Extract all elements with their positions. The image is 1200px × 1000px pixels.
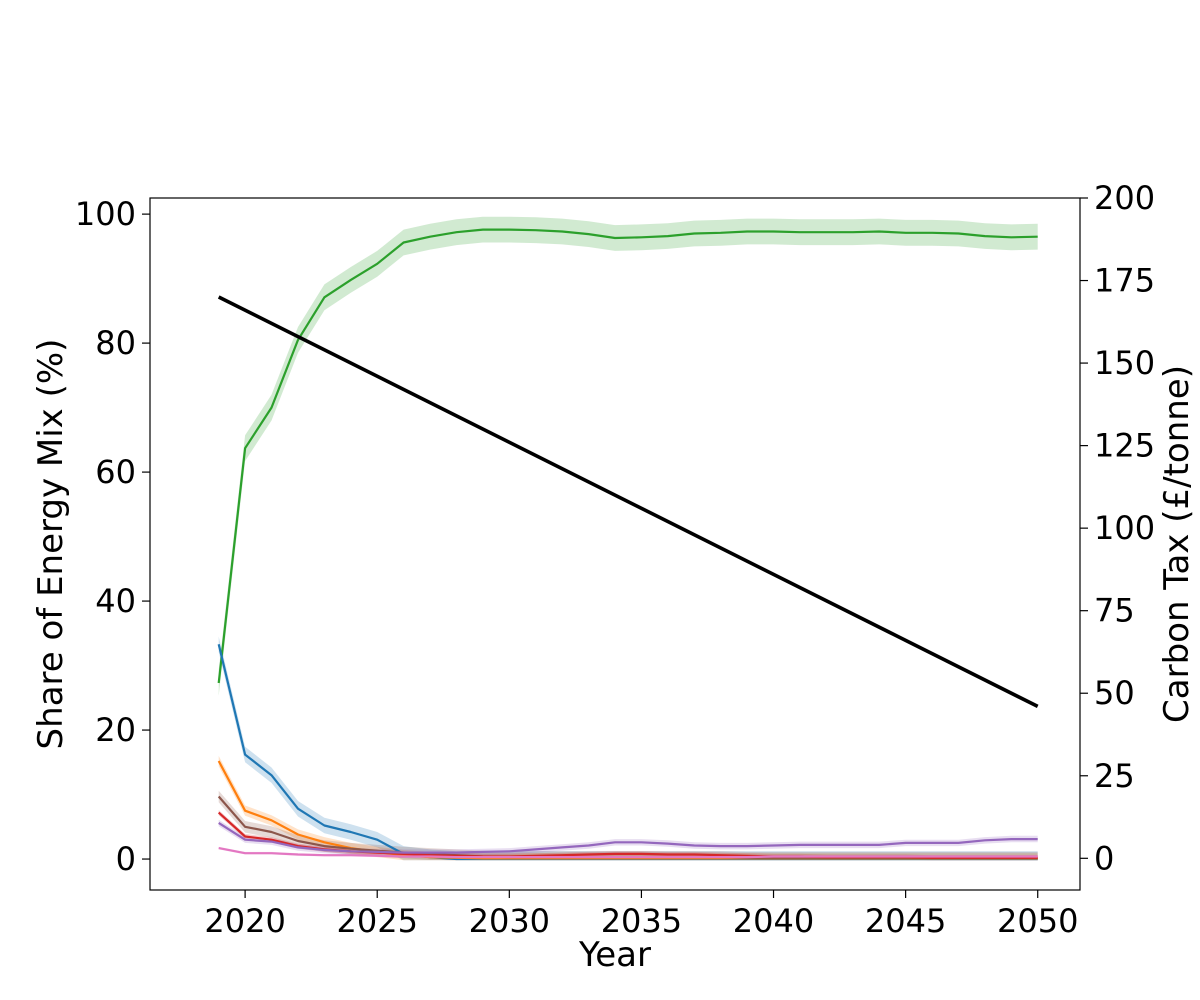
x-axis-ticks: 2020 2025 2030 2035 2040 2045 2050	[204, 890, 1078, 940]
x-tick-label: 2025	[336, 902, 417, 940]
series-4-band	[218, 810, 1038, 861]
y2-tick-label: 150	[1094, 344, 1155, 382]
series-5-band	[218, 819, 1038, 856]
y-tick-label: 0	[116, 840, 136, 878]
y-tick-label: 100	[75, 195, 136, 233]
y2-tick-label: 200	[1094, 179, 1155, 217]
x-axis-label: Year	[578, 935, 651, 975]
series-5-line	[218, 821, 1038, 854]
y-tick-label: 60	[95, 453, 136, 491]
series-0-line	[217, 228, 1038, 684]
y2-tick-label: 25	[1094, 757, 1135, 795]
y-tick-label: 80	[95, 324, 136, 362]
series-6-line	[218, 847, 1038, 859]
y2-tick-label: 75	[1094, 592, 1135, 630]
carbon-tax-line	[217, 295, 1039, 709]
series-3-band	[218, 790, 1038, 861]
x-tick-label: 2050	[997, 902, 1078, 940]
y-tick-label: 40	[95, 582, 136, 620]
series-0-band	[218, 216, 1038, 696]
y2-tick-label: 125	[1094, 427, 1155, 465]
confidence-bands	[218, 216, 1038, 861]
y-tick-label: 20	[95, 711, 136, 749]
x-tick-label: 2040	[733, 902, 814, 940]
x-tick-label: 2045	[865, 902, 946, 940]
y-axis-label: Share of Energy Mix (%)	[31, 339, 71, 750]
y2-axis-label: Carbon Tax (£/tonne)	[1157, 365, 1197, 723]
x-tick-label: 2030	[469, 902, 550, 940]
y2-tick-label: 100	[1094, 509, 1155, 547]
y-axis-ticks: 0 20 40 60 80 100	[75, 195, 150, 878]
y2-tick-label: 175	[1094, 262, 1155, 300]
x-tick-label: 2020	[204, 902, 285, 940]
y2-axis-ticks: 0 25 50 75 100 125 150 175 200	[1080, 179, 1155, 877]
y2-tick-label: 50	[1094, 674, 1135, 712]
series-lines	[217, 228, 1038, 861]
carbon-tax-line-group	[217, 295, 1039, 709]
series-1-band	[218, 636, 1038, 861]
plot-frame	[149, 197, 1081, 891]
x-tick-label: 2035	[601, 902, 682, 940]
y2-tick-label: 0	[1094, 839, 1114, 877]
